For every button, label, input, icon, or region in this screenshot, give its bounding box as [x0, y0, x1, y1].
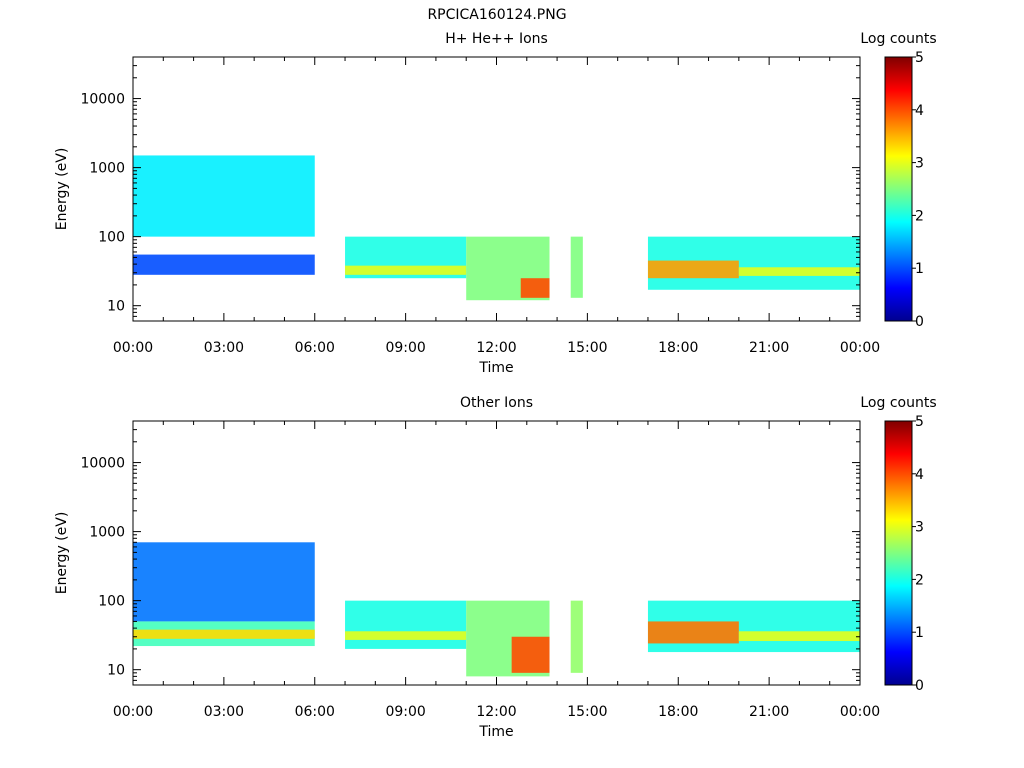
x-tick-label: 00:00	[840, 704, 880, 720]
energy-flux-block	[520, 278, 550, 298]
colorbar-tick-label: 0	[915, 314, 924, 330]
y-tick-label: 10000	[80, 456, 125, 472]
energy-flux-block	[647, 621, 739, 644]
panel-title: H+ He++ Ions	[445, 31, 548, 47]
colorbar-tick-label: 3	[915, 520, 924, 536]
y-tick-label: 100	[98, 230, 125, 246]
spectrogram-panel-1: H+ He++ Ions 00:00 03:00 06:00 09:00 12:00 15:…	[54, 31, 937, 376]
y-tick-label: 10	[107, 663, 125, 679]
y-tick-label: 1000	[89, 161, 125, 177]
energy-flux-block	[345, 600, 467, 649]
y-axis-label: Energy (eV)	[54, 512, 70, 595]
panel-title: Other Ions	[460, 395, 533, 411]
x-tick-label: 00:00	[113, 340, 153, 356]
colorbar-tick-label: 1	[915, 261, 924, 277]
x-tick-label: 15:00	[567, 340, 607, 356]
energy-flux-block	[133, 254, 315, 275]
colorbar-tick-label: 4	[915, 103, 924, 119]
energy-flux-block	[345, 631, 467, 640]
spectrogram-panel-2: Other Ions 00:00 03:00 06:00 09:00 12:00 15:00…	[54, 395, 937, 740]
file-title: RPCICA160124.PNG	[427, 7, 566, 23]
energy-flux-block	[133, 629, 315, 639]
colorbar-tick-label: 5	[915, 414, 924, 430]
colorbar-tick-label: 4	[915, 467, 924, 483]
energy-flux-block	[133, 542, 315, 622]
x-tick-label: 12:00	[476, 340, 516, 356]
x-tick-label: 21:00	[749, 704, 789, 720]
x-tick-label: 18:00	[658, 340, 698, 356]
spectrogram-data	[133, 155, 860, 301]
y-tick-label: 10	[107, 299, 125, 315]
x-tick-label: 06:00	[295, 340, 335, 356]
colorbar-tick-label: 2	[915, 572, 924, 588]
colorbar-label: Log counts	[860, 31, 936, 47]
colorbar-tick-label: 0	[915, 678, 924, 694]
x-axis-label: Time	[478, 360, 513, 376]
energy-flux-block	[738, 267, 860, 276]
colorbar	[884, 420, 913, 686]
y-tick-label: 1000	[89, 525, 125, 541]
energy-flux-block	[738, 631, 860, 642]
x-tick-label: 03:00	[204, 340, 244, 356]
colorbar-tick-label: 5	[915, 50, 924, 66]
x-tick-label: 12:00	[476, 704, 516, 720]
x-tick-label: 18:00	[658, 704, 698, 720]
energy-flux-block	[133, 155, 315, 237]
colorbar	[884, 56, 913, 322]
x-tick-label: 00:00	[840, 340, 880, 356]
x-tick-label: 21:00	[749, 340, 789, 356]
energy-flux-block	[570, 236, 583, 298]
x-tick-label: 03:00	[204, 704, 244, 720]
x-tick-label: 00:00	[113, 704, 153, 720]
y-axis-label: Energy (eV)	[54, 148, 70, 231]
colorbar-tick-label: 3	[915, 156, 924, 172]
x-axis-label: Time	[478, 724, 513, 740]
spectrogram-data	[133, 542, 860, 677]
x-tick-label: 15:00	[567, 704, 607, 720]
y-tick-label: 100	[98, 594, 125, 610]
x-tick-label: 09:00	[385, 340, 425, 356]
energy-flux-block	[345, 265, 467, 275]
x-tick-label: 06:00	[295, 704, 335, 720]
colorbar-tick-label: 1	[915, 625, 924, 641]
colorbar-tick-label: 2	[915, 208, 924, 224]
colorbar-label: Log counts	[860, 395, 936, 411]
y-tick-label: 10000	[80, 92, 125, 108]
x-tick-label: 09:00	[385, 704, 425, 720]
energy-flux-block	[647, 260, 739, 279]
energy-flux-block	[570, 600, 583, 673]
energy-flux-block	[511, 636, 550, 673]
